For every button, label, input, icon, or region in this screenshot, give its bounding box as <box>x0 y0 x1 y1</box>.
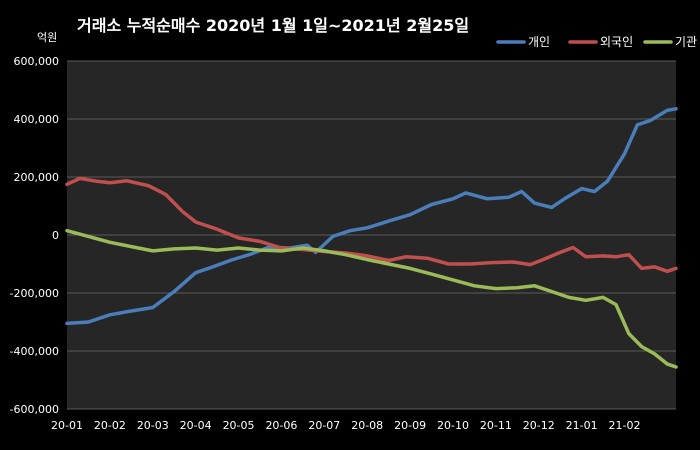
legend-label-1: 외국인 <box>600 35 633 49</box>
series-line-0 <box>65 107 678 326</box>
y-tick-label: 200,000 <box>14 171 60 184</box>
x-tick-label: 21-02 <box>609 419 641 432</box>
x-tick-label: 20-02 <box>94 419 126 432</box>
x-axis: 20-01 20-02 20-03 20-04 20-05 20-06 20-07 20-08… <box>51 419 641 432</box>
x-tick-label: 20-05 <box>223 419 255 432</box>
y-tick-label: -200,000 <box>10 287 59 300</box>
legend: 개인 외국인 기관 <box>496 35 697 49</box>
x-tick-label: 20-08 <box>351 419 383 432</box>
y-axis: 600,000 400,000 200,000 0 -200,000 -400,000 -6… <box>10 55 59 416</box>
series-lines <box>65 107 678 369</box>
legend-label-0: 개인 <box>528 35 550 49</box>
y-tick-label: 0 <box>52 229 59 242</box>
x-tick-label: 20-10 <box>437 419 469 432</box>
y-tick-label: 400,000 <box>14 113 60 126</box>
x-tick-label: 20-04 <box>180 419 212 432</box>
unit-label: 억원 <box>37 31 57 44</box>
x-tick-label: 20-06 <box>265 419 297 432</box>
x-tick-label: 20-07 <box>308 419 340 432</box>
y-tick-label: 600,000 <box>14 55 60 68</box>
x-tick-label: 20-09 <box>394 419 426 432</box>
series-line-2 <box>65 228 678 369</box>
y-tick-label: -600,000 <box>10 403 59 416</box>
y-tick-label: -400,000 <box>10 345 59 358</box>
x-tick-label: 21-01 <box>566 419 598 432</box>
x-tick-label: 20-03 <box>137 419 169 432</box>
series-line-1 <box>65 176 678 274</box>
x-tick-label: 20-12 <box>523 419 555 432</box>
gridlines <box>67 60 676 410</box>
legend-label-2: 기관 <box>675 35 697 49</box>
x-tick-label: 20-11 <box>480 419 512 432</box>
chart-title: 거래소 누적순매수 2020년 1월 1일~2021년 2월25일 <box>77 16 469 35</box>
x-tick-label: 20-01 <box>51 419 83 432</box>
